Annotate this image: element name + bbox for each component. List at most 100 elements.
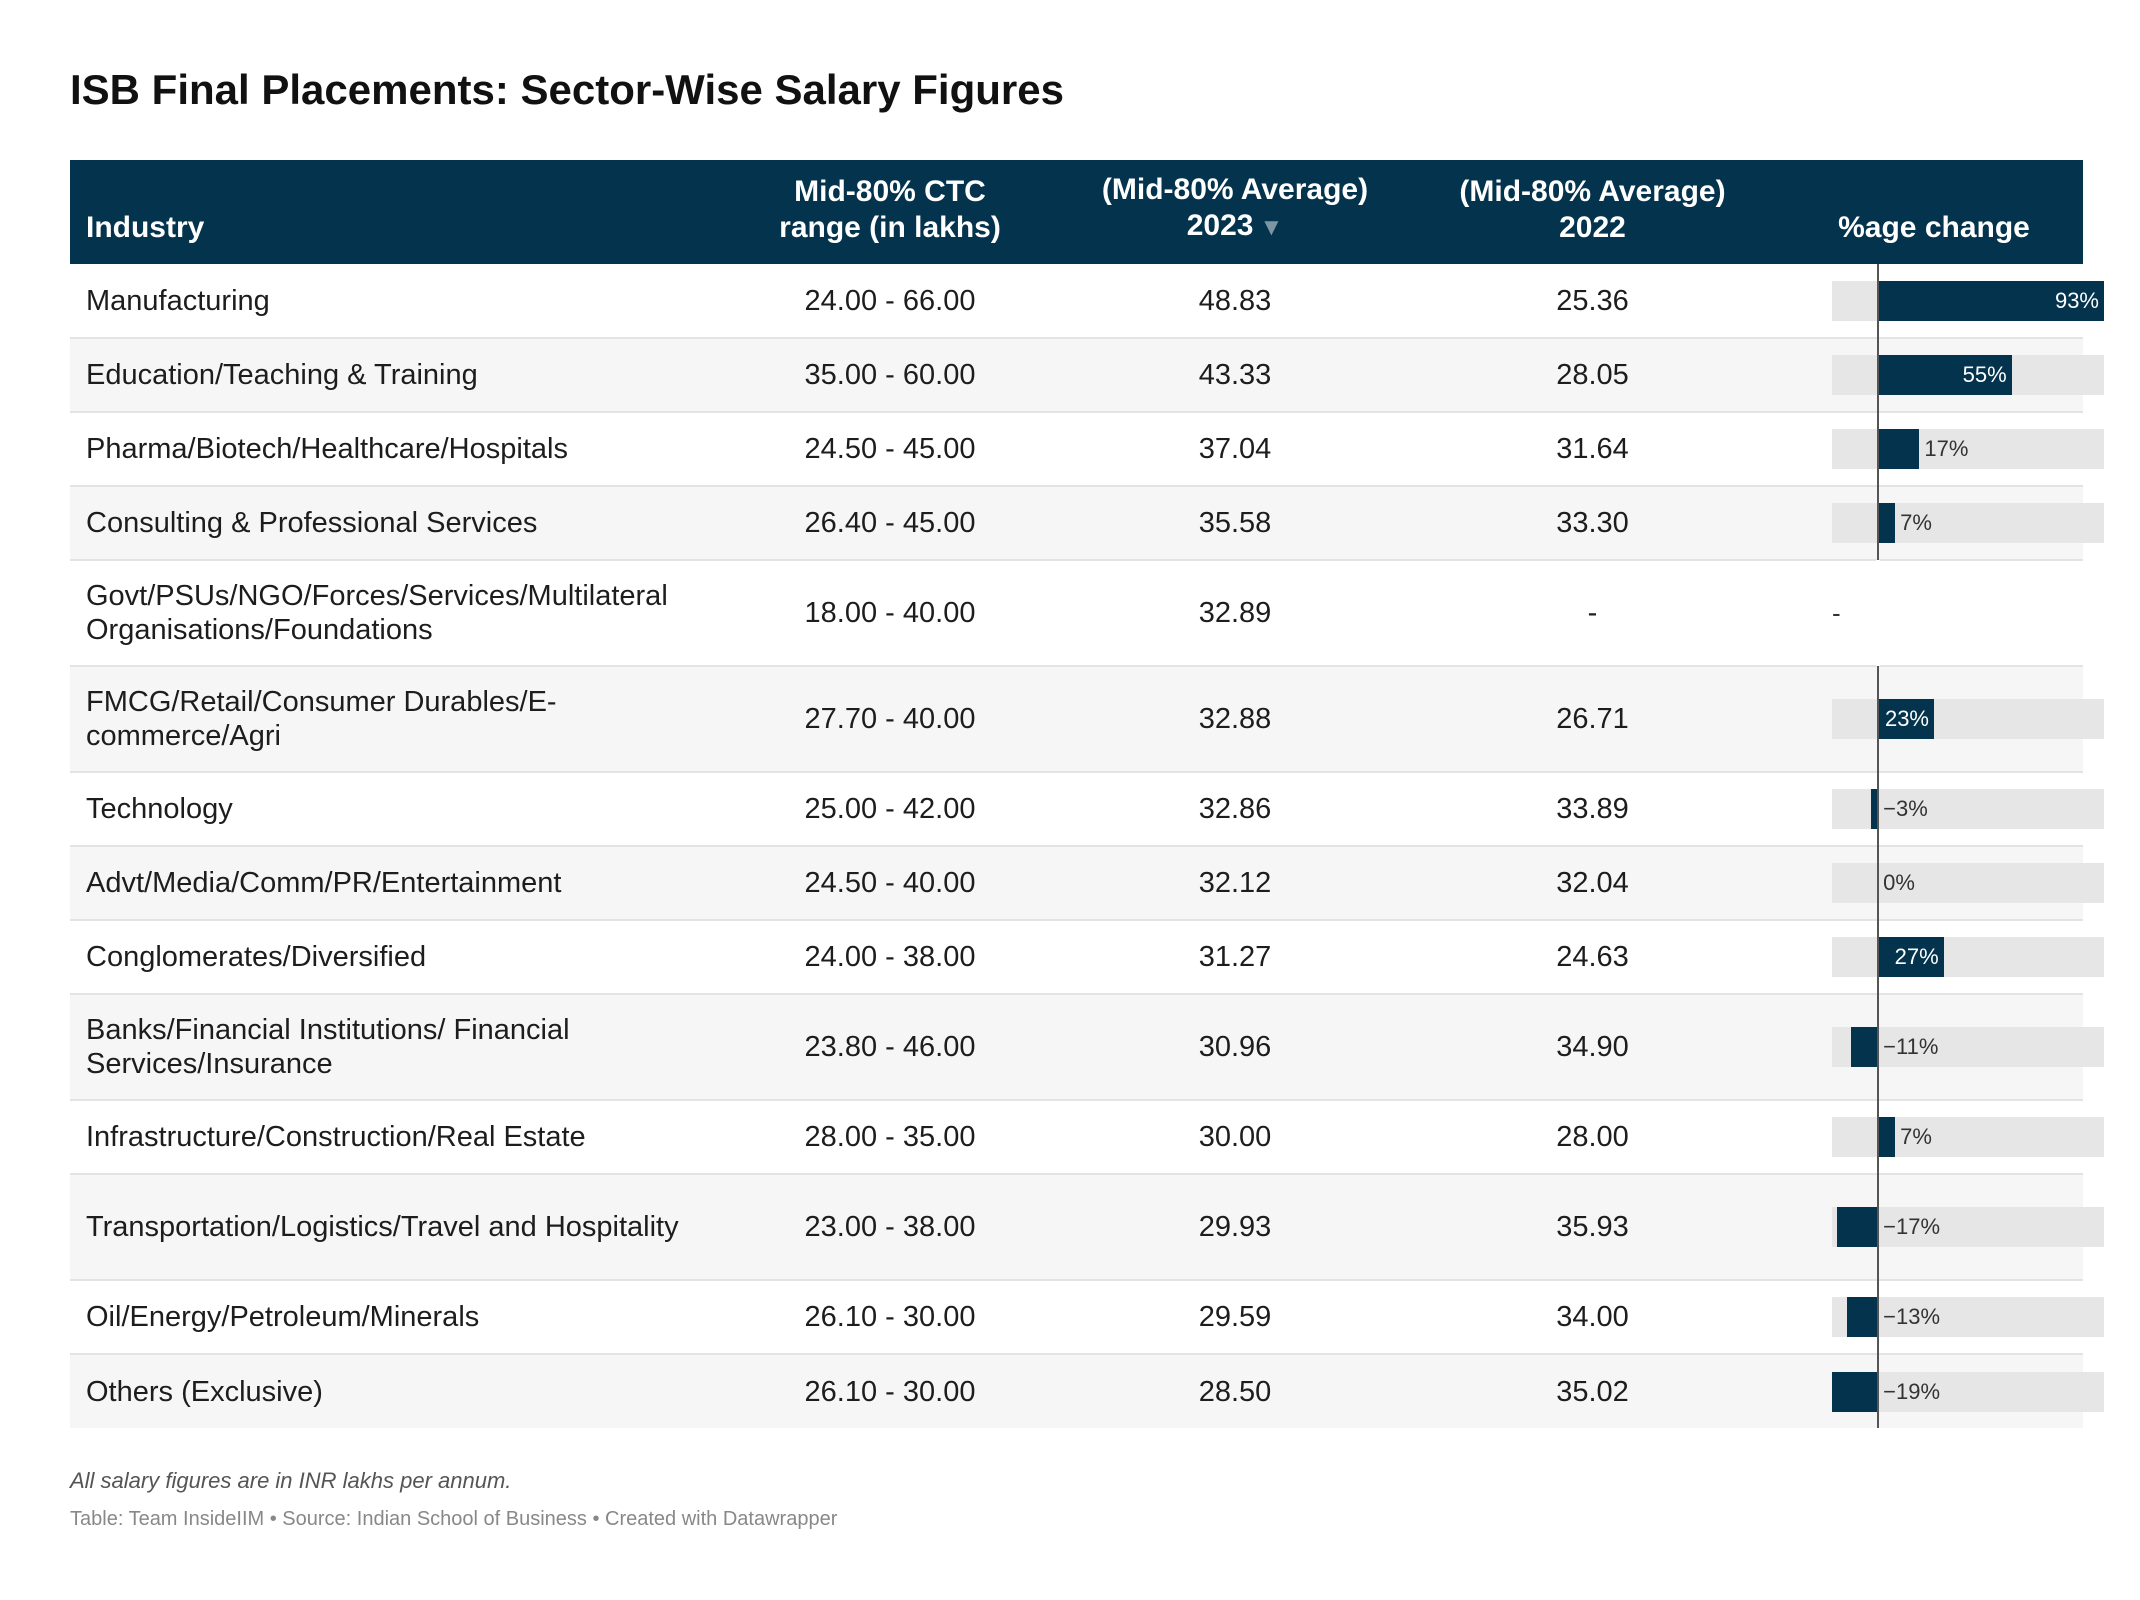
industry-cell: Others (Exclusive) [70,1354,710,1428]
table-row: Transportation/Logistics/Travel and Hosp… [70,1174,2104,1281]
change-label: 17% [1924,436,1969,461]
avg-2022-cell: 24.63 [1400,920,1785,995]
change-label: 27% [1894,944,1939,969]
table-source: Table: Team InsideIIM • Source: Indian S… [70,1508,838,1530]
avg-2023-cell: 37.04 [1070,412,1400,487]
avg-2023-cell: 30.96 [1070,994,1400,1101]
change-cell: 7% [1785,1100,2104,1175]
change-bar [1836,1207,1879,1247]
header-avg-2022[interactable]: (Mid-80% Average) 2022 [1400,160,1785,264]
avg-2023-cell: 30.00 [1070,1100,1400,1175]
change-label: 7% [1900,510,1932,535]
change-bar-track [1832,1117,2104,1157]
table-row: Oil/Energy/Petroleum/Minerals 26.10 - 30.… [70,1280,2104,1355]
avg-2022-cell: 35.02 [1400,1354,1785,1428]
axis-gap [1876,560,1881,666]
table-row: Consulting & Professional Services 26.40 … [70,486,2104,561]
ctc-range-cell: 24.50 - 40.00 [710,846,1070,921]
table-row: Education/Teaching & Training 35.00 - 60.… [70,338,2104,413]
ctc-range-cell: 18.00 - 40.00 [710,560,1070,667]
change-bar [1846,1297,1879,1337]
industry-cell: Infrastructure/Construction/Real Estate [70,1100,710,1175]
sort-descending-icon: ▼ [1259,214,1284,241]
change-bar [1878,280,2104,321]
change-bar-track [1832,937,2104,977]
change-bar-track [1832,863,2104,903]
avg-2023-cell: 32.86 [1070,772,1400,847]
change-bar [1851,1027,1879,1067]
change-bar-track [1832,699,2104,739]
ctc-range-cell: 26.40 - 45.00 [710,486,1070,561]
chart-title: ISB Final Placements: Sector-Wise Salary… [70,66,1064,113]
salary-table: Industry Mid-80% CTC range (in lakhs) (M… [70,160,2104,1428]
avg-2022-cell: 34.90 [1400,994,1785,1101]
avg-2023-cell: 32.89 [1070,560,1400,667]
change-cell: 7% [1785,486,2104,561]
avg-2023-cell: 31.27 [1070,920,1400,995]
table-body: Manufacturing 24.00 - 66.00 48.83 25.36 93% E… [70,264,2104,1428]
change-label: −13% [1883,1304,1941,1329]
industry-cell: Technology [70,772,710,847]
industry-cell: Consulting & Professional Services [70,486,710,561]
ctc-range-cell: 28.00 - 35.00 [710,1100,1070,1175]
change-cell: 23% [1785,666,2104,773]
change-label: −17% [1883,1214,1941,1239]
change-label: 0% [1883,870,1915,895]
ctc-range-cell: 24.00 - 38.00 [710,920,1070,995]
industry-cell: Manufacturing [70,264,710,339]
change-label: −3% [1883,796,1928,821]
avg-2022-cell: - [1400,560,1785,667]
change-cell: 0% [1785,846,2104,921]
ctc-range-cell: 35.00 - 60.00 [710,338,1070,413]
industry-cell: Advt/Media/Comm/PR/Entertainment [70,846,710,921]
industry-cell: FMCG/Retail/Consumer Durables/E-commerce… [70,666,710,773]
table-row: Others (Exclusive) 26.10 - 30.00 28.50 35.0… [70,1354,2104,1428]
industry-cell: Pharma/Biotech/Healthcare/Hospitals [70,412,710,487]
change-label: 23% [1884,706,1929,731]
change-cell: 55% [1785,338,2104,413]
change-cell: −3% [1785,772,2104,847]
table-row: Technology 25.00 - 42.00 32.86 33.89 −3% [70,772,2104,847]
industry-cell: Education/Teaching & Training [70,338,710,413]
avg-2023-cell: 29.59 [1070,1280,1400,1355]
change-bar [1832,1371,1879,1412]
header-change[interactable]: %age change [1785,160,2083,264]
ctc-range-cell: 26.10 - 30.00 [710,1354,1070,1428]
change-label: 93% [2054,287,2099,313]
industry-cell: Govt/PSUs/NGO/Forces/Services/Multilater… [70,560,710,667]
ctc-range-cell: 26.10 - 30.00 [710,1280,1070,1355]
avg-2022-cell: 35.93 [1400,1174,1785,1281]
table-row: Pharma/Biotech/Healthcare/Hospitals 24.50… [70,412,2104,487]
change-cell: −11% [1785,994,2104,1101]
table-row: Infrastructure/Construction/Real Estate 2… [70,1100,2104,1175]
bar-zero-axis [1877,264,1880,1428]
avg-2023-cell: 43.33 [1070,338,1400,413]
table-notes: All salary figures are in INR lakhs per … [70,1468,512,1493]
change-bar [1878,937,1944,977]
avg-2022-cell: 26.71 [1400,666,1785,773]
avg-2022-cell: 28.05 [1400,338,1785,413]
change-cell: −19% [1785,1354,2104,1428]
avg-2022-cell: 33.89 [1400,772,1785,847]
ctc-range-cell: 24.50 - 45.00 [710,412,1070,487]
change-bar [1878,429,1920,469]
header-ctc-range[interactable]: Mid-80% CTC range (in lakhs) [710,160,1070,264]
avg-2023-cell: 28.50 [1070,1354,1400,1428]
change-bar [1878,503,1896,543]
table-row: Banks/Financial Institutions/ Financial … [70,994,2104,1101]
change-bar [1870,789,1879,829]
header-avg-2023[interactable]: (Mid-80% Average) 2023 ▼ [1070,160,1400,264]
avg-2022-cell: 32.04 [1400,846,1785,921]
header-industry[interactable]: Industry [70,160,710,264]
table-header: Industry Mid-80% CTC range (in lakhs) (M… [70,160,2083,264]
table-row: Advt/Media/Comm/PR/Entertainment 24.50 - … [70,846,2104,921]
avg-2022-cell: 28.00 [1400,1100,1785,1175]
ctc-range-cell: 23.00 - 38.00 [710,1174,1070,1281]
ctc-range-cell: 23.80 - 46.00 [710,994,1070,1101]
avg-2022-cell: 34.00 [1400,1280,1785,1355]
change-label: 7% [1900,1124,1932,1149]
industry-cell: Transportation/Logistics/Travel and Hosp… [70,1174,710,1281]
industry-cell: Oil/Energy/Petroleum/Minerals [70,1280,710,1355]
change-cell: −13% [1785,1280,2104,1355]
ctc-range-cell: 25.00 - 42.00 [710,772,1070,847]
